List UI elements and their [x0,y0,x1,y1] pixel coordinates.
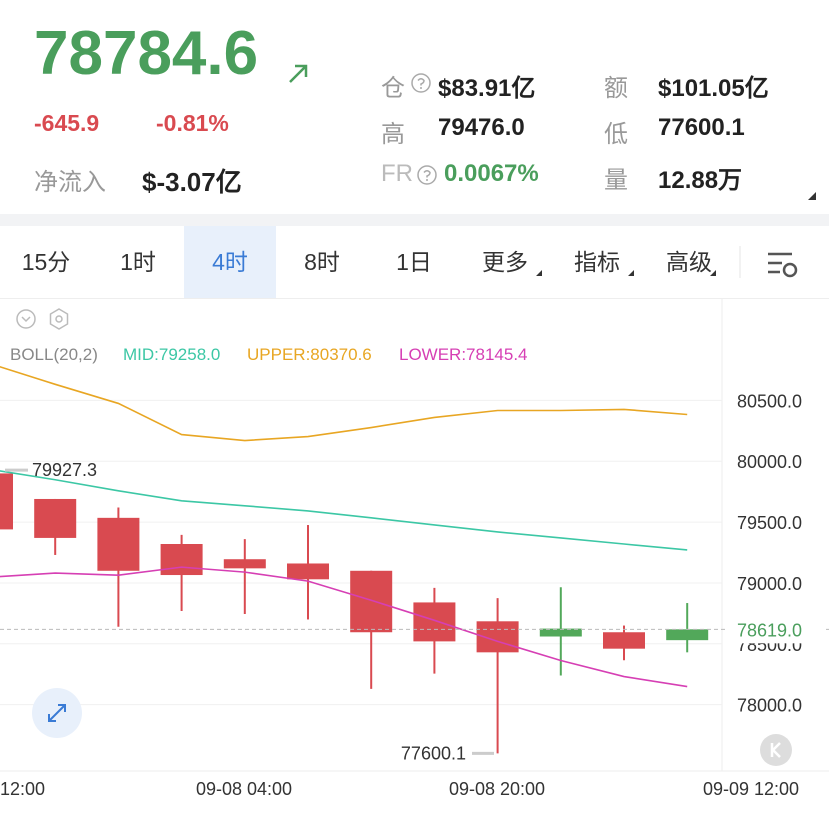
y-tick-label: 78000.0 [737,696,802,716]
candle-body [287,563,329,580]
last-price-box [726,615,826,644]
x-tick-label: 09-09 12:00 [703,779,799,799]
y-tick-label: 79000.0 [737,574,802,594]
indicator: BOLL(20,2) [10,345,98,364]
stat-value: $101.05亿 [658,75,769,102]
stat-value: 77600.1 [658,114,745,141]
x-tick-label: 12:00 [0,779,45,799]
help-icon[interactable] [416,164,438,186]
tab[interactable]: 15分 [21,249,71,275]
boll-line [0,365,688,442]
stat-label: 量 [604,167,628,194]
candle-body [0,473,13,530]
trend-arrow [289,64,308,83]
candle-body [603,632,645,649]
x-tick-label: 09-08 04:00 [196,779,292,799]
y-tick-label: 79500.0 [737,513,802,533]
last-price-label: 78619.0 [737,620,802,640]
candle-body [97,517,140,571]
stat-value: 12.88万 [658,167,743,194]
stat-value: 0.0067% [444,160,539,187]
upper-label: UPPER:80370.6 [247,345,372,364]
high-label: 79927.3 [32,460,97,480]
expand-corner[interactable] [806,190,818,202]
mid-label: MID:79258.0 [123,345,220,364]
divider [0,298,829,299]
stat-value: $83.91亿 [438,75,536,102]
tab[interactable]: 1时 [120,249,156,275]
tab[interactable]: 高级 [666,249,712,275]
tab-decor [536,246,798,278]
logo [760,734,792,766]
tab[interactable]: 1日 [396,249,432,275]
collapse-icon[interactable] [16,309,36,329]
candle-body [34,498,77,538]
candle-body [666,629,709,641]
candle-body [223,559,266,569]
x-tick-label: 09-08 20:00 [449,779,545,799]
active-tab-bg [184,226,276,298]
help-icon[interactable] [410,72,432,94]
settings-icon[interactable] [49,308,69,330]
price: 78784.6 [34,19,259,88]
boll-line [0,470,688,551]
y-tick-label: 80500.0 [737,391,802,411]
change-pct: -0.81% [156,110,229,136]
stat-label: 低 [604,121,628,148]
candle-body [160,544,203,576]
net-inflow-label: 净流入 [34,169,106,196]
boll-line [0,566,688,688]
tab[interactable]: 8时 [304,249,340,275]
tab[interactable]: 指标 [574,249,620,275]
tab-active[interactable]: 4时 [212,249,248,275]
y-tick-label: 80000.0 [737,452,802,472]
candle-body [350,570,393,633]
net-inflow: $-3.07亿 [142,167,242,197]
divider [0,214,829,226]
stat-label: 高 [381,121,405,148]
stat-label: 额 [604,75,628,102]
change: -645.9 [34,110,100,136]
low-label: 77600.1 [401,743,466,763]
candle-body [539,628,582,637]
stat-label: FR [381,160,413,187]
lower-label: LOWER:78145.4 [399,345,528,364]
stat-value: 79476.0 [438,114,525,141]
candle-body [413,602,456,642]
tab[interactable]: 更多 [482,249,528,275]
stat-label: 仓 [381,75,405,102]
